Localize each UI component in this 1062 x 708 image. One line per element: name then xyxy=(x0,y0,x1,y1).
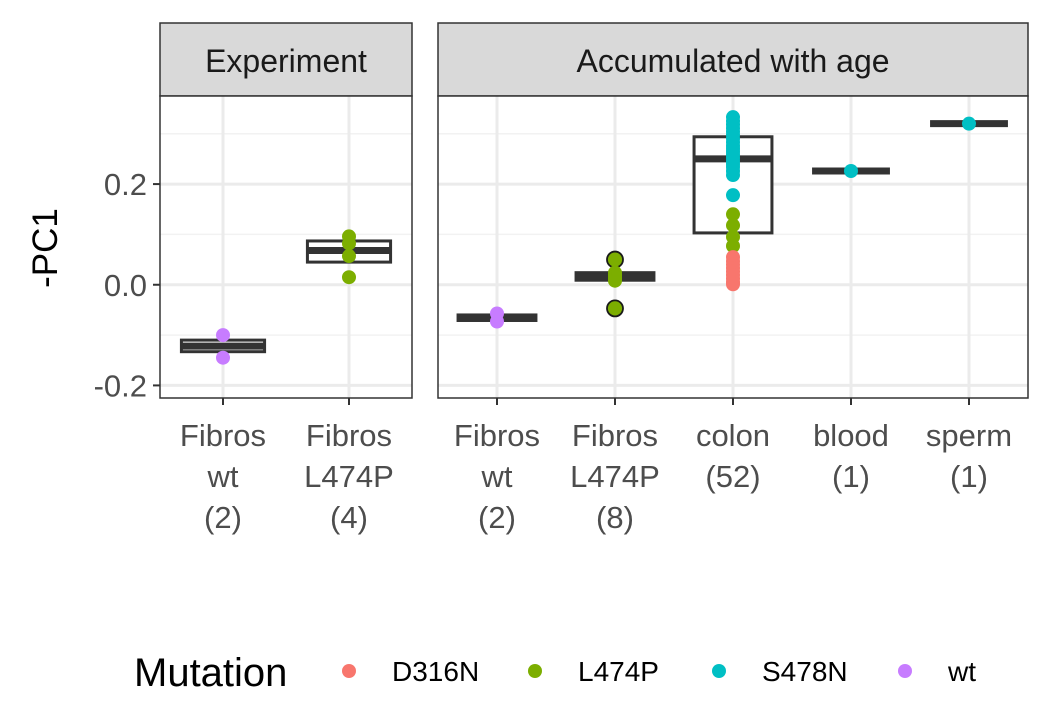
x-tick-label: Fibros xyxy=(454,418,540,453)
data-point xyxy=(844,163,858,178)
x-tick-label: (1) xyxy=(950,459,988,494)
x-tick-label: (2) xyxy=(204,500,242,535)
data-point xyxy=(608,273,622,288)
x-tick-label: wt xyxy=(481,459,513,494)
x-tick-label: (1) xyxy=(832,459,870,494)
x-tick-label: (52) xyxy=(705,459,760,494)
legend-label: L474P xyxy=(578,656,659,687)
panels: Experiment Fibros wt (2) Fibros L474P (4) Accum… xyxy=(159,22,1029,535)
x-tick-label: wt xyxy=(207,459,239,494)
legend-label: S478N xyxy=(762,656,848,687)
y-tick-label: -0.2 xyxy=(94,368,147,403)
y-tick-label: 0.0 xyxy=(104,268,147,303)
x-tick-label: Fibros xyxy=(180,418,266,453)
facet-strip-label: Experiment xyxy=(205,43,367,79)
panel-border xyxy=(159,95,413,399)
y-tick-label: 0.2 xyxy=(104,167,147,202)
legend-key xyxy=(898,664,912,678)
x-tick-label: colon xyxy=(696,418,770,453)
box-group xyxy=(574,250,656,318)
facet-strip xyxy=(437,22,1029,97)
data-point xyxy=(342,249,356,264)
data-point xyxy=(216,328,230,343)
data-point xyxy=(726,277,740,292)
x-tick-label: sperm xyxy=(926,418,1012,453)
x-tick-label: (4) xyxy=(330,500,368,535)
data-point xyxy=(342,236,356,251)
legend-key xyxy=(342,664,356,678)
x-tick-label: Fibros xyxy=(572,418,658,453)
box-group xyxy=(692,110,774,292)
panel-border xyxy=(437,95,1029,399)
legend-label: wt xyxy=(947,656,976,687)
data-point xyxy=(962,116,976,131)
panel-2: Accumulated with age Fibros wt (2) Fibros L47… xyxy=(437,22,1029,535)
x-tick-label: L474P xyxy=(570,459,660,494)
facet-strip xyxy=(159,22,413,97)
box-group xyxy=(456,306,538,329)
box-group xyxy=(179,328,267,365)
legend-label: D316N xyxy=(392,656,479,687)
data-point xyxy=(726,168,740,183)
outlier-point xyxy=(606,250,624,269)
data-point xyxy=(726,188,740,203)
x-tick-label: (8) xyxy=(596,500,634,535)
data-point xyxy=(342,270,356,285)
box-group xyxy=(812,163,890,178)
y-axis-title: -PC1 xyxy=(26,208,65,288)
x-tick-label: (2) xyxy=(478,500,516,535)
x-tick-label: blood xyxy=(813,418,889,453)
panel-1: Experiment Fibros wt (2) Fibros L474P (4) xyxy=(159,22,413,535)
x-tick-label: Fibros xyxy=(306,418,392,453)
legend-key xyxy=(712,664,726,678)
data-point xyxy=(216,350,230,365)
legend-key xyxy=(528,664,542,678)
legend: Mutation D316N L474P S478N wt xyxy=(134,651,976,695)
facet-strip-label: Accumulated with age xyxy=(576,43,889,79)
data-point xyxy=(726,218,740,233)
legend-title: Mutation xyxy=(134,651,287,695)
data-point xyxy=(726,207,740,222)
box-group xyxy=(930,116,1008,131)
x-tick-label: L474P xyxy=(304,459,394,494)
data-point xyxy=(726,238,740,253)
data-point xyxy=(490,314,504,329)
outlier-point xyxy=(606,299,624,318)
y-axis: -0.2 0.0 0.2 xyxy=(94,167,160,403)
box-group xyxy=(305,229,393,285)
